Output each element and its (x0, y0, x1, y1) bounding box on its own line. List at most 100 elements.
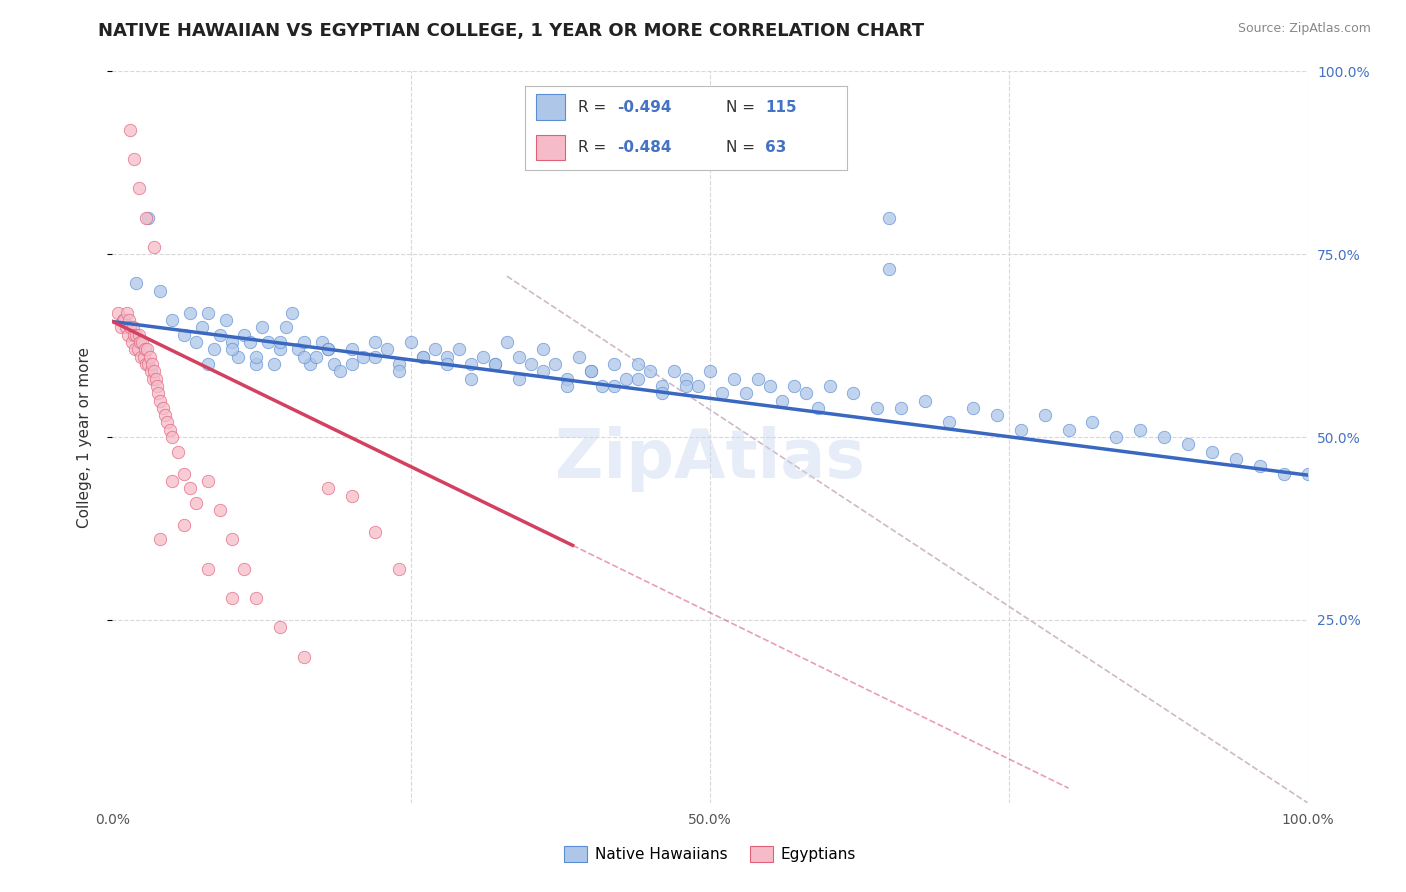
Point (364, 334, 387, 349)
Point (287, 343, 309, 357)
Point (145, 379, 167, 393)
Point (250, 320, 273, 334)
Point (531, 343, 554, 357)
Point (162, 430, 183, 444)
Point (269, 334, 291, 349)
Point (173, 327, 195, 342)
Point (121, 334, 143, 349)
Point (508, 350, 530, 364)
Point (245, 591, 267, 605)
Point (197, 306, 219, 320)
Point (1296, 467, 1319, 481)
Point (233, 327, 256, 342)
Point (159, 423, 181, 437)
Point (316, 343, 339, 357)
Legend: Native Hawaiians, Egyptians: Native Hawaiians, Egyptians (558, 840, 862, 868)
Point (239, 334, 262, 349)
Point (460, 371, 482, 385)
Point (664, 364, 686, 378)
Point (179, 481, 201, 495)
Point (233, 562, 256, 576)
Point (651, 386, 673, 401)
Point (281, 306, 304, 320)
Point (153, 408, 176, 422)
Point (110, 320, 132, 334)
Point (616, 371, 638, 385)
Point (484, 357, 506, 371)
Point (723, 371, 745, 385)
Point (121, 320, 143, 334)
Point (436, 350, 458, 364)
Point (579, 364, 602, 378)
Point (135, 211, 157, 225)
Point (120, 123, 142, 137)
Point (555, 371, 578, 385)
Point (141, 357, 163, 371)
Point (531, 364, 554, 378)
Point (162, 474, 183, 488)
Point (197, 357, 219, 371)
Point (484, 357, 506, 371)
Point (269, 620, 291, 634)
Point (197, 562, 219, 576)
Point (257, 334, 280, 349)
Point (226, 350, 249, 364)
Point (132, 350, 155, 364)
Point (962, 401, 984, 415)
Point (316, 343, 339, 357)
Point (143, 364, 166, 378)
Point (592, 379, 614, 393)
Point (770, 393, 793, 408)
Point (579, 364, 602, 378)
Point (186, 496, 208, 510)
Point (388, 357, 411, 371)
Point (340, 357, 363, 371)
Y-axis label: College, 1 year or more: College, 1 year or more (77, 347, 91, 527)
Point (138, 357, 160, 371)
Point (1272, 467, 1295, 481)
Point (202, 343, 225, 357)
Point (818, 379, 841, 393)
Point (340, 489, 363, 503)
Point (125, 277, 148, 291)
Point (128, 181, 150, 195)
Point (322, 357, 344, 371)
Point (292, 350, 315, 364)
Point (603, 357, 626, 371)
Point (215, 313, 238, 327)
Point (114, 320, 136, 334)
Point (117, 327, 139, 342)
Point (162, 313, 183, 327)
Point (149, 533, 172, 547)
Point (129, 350, 152, 364)
Point (191, 320, 214, 334)
Point (1057, 423, 1080, 437)
Point (986, 408, 1008, 422)
Point (245, 350, 267, 364)
Point (316, 481, 339, 495)
Point (138, 211, 160, 225)
Point (388, 364, 411, 378)
Point (149, 393, 172, 408)
Point (118, 313, 141, 327)
Point (138, 350, 160, 364)
Point (472, 350, 495, 364)
Point (866, 401, 889, 415)
Point (890, 401, 912, 415)
Point (124, 343, 146, 357)
Point (543, 357, 565, 371)
Point (127, 343, 149, 357)
Point (179, 306, 201, 320)
Text: Source: ZipAtlas.com: Source: ZipAtlas.com (1237, 22, 1371, 36)
Point (412, 350, 434, 364)
Point (156, 416, 179, 430)
Point (311, 334, 333, 349)
Point (107, 306, 129, 320)
Point (377, 343, 399, 357)
Point (735, 386, 758, 401)
Point (115, 306, 138, 320)
Point (794, 386, 817, 401)
Point (425, 343, 447, 357)
Point (114, 313, 135, 327)
Point (340, 343, 363, 357)
